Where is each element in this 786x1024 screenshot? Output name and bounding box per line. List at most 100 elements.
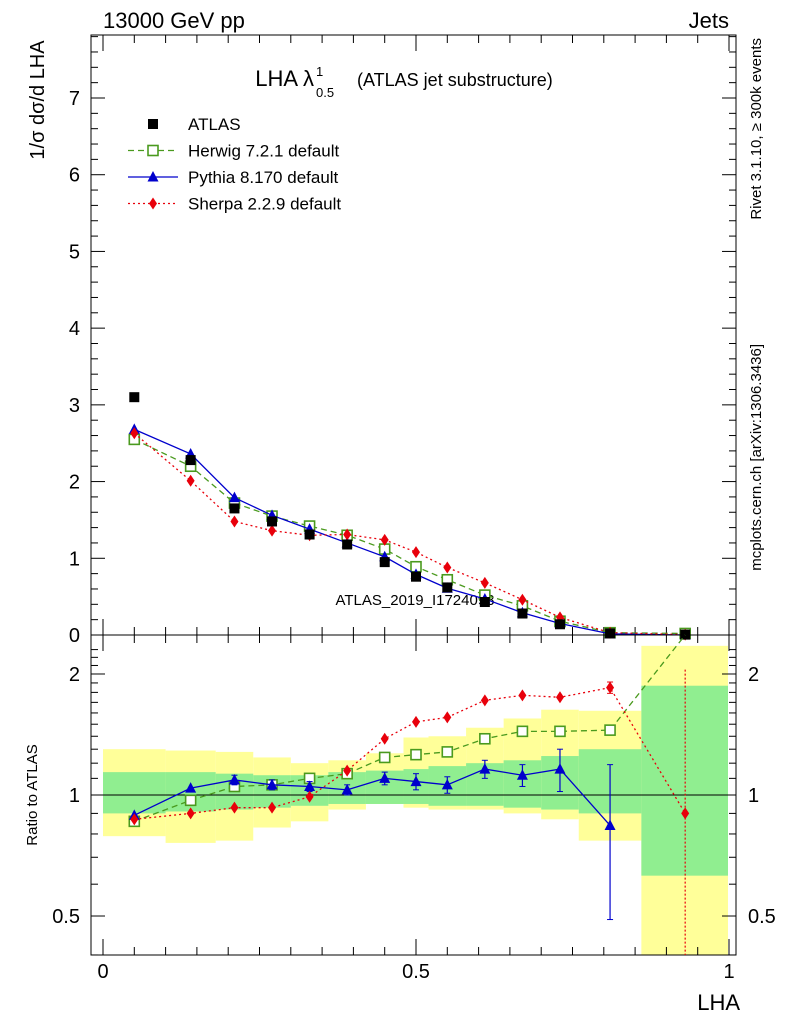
legend: ATLAS Herwig 7.2.1 default Pythia 8.170 de…: [128, 115, 341, 214]
point-sherpa: [412, 546, 420, 559]
ratio-point-pythia: [479, 763, 491, 774]
point-atlas: [411, 571, 421, 582]
ratio-point-pythia: [304, 780, 316, 791]
ratio-ytick-label-right: 0.5: [748, 906, 776, 928]
series-line-herwig: [134, 438, 686, 635]
ratio-point-herwig: [410, 748, 422, 761]
main-ylabel: 1/σ dσ/d LHA: [27, 40, 49, 160]
ratio-ytick-label: 2: [69, 664, 80, 686]
xtick-label: 0.5: [402, 961, 430, 983]
main-ytick-label: 3: [69, 395, 80, 417]
ratio-point-sherpa: [305, 790, 314, 803]
ratio-point-sherpa: [412, 715, 420, 728]
main-title-sup: 1: [316, 64, 323, 79]
main-panel: 0 1 2 3 4 5 6 7 ATLAS_2019_I1724098 LHA λ 1 0.5…: [27, 34, 737, 647]
ratio-point-sherpa: [380, 732, 389, 745]
point-atlas: [185, 455, 196, 466]
legend-item-pythia: Pythia 8.170 default: [128, 168, 339, 187]
point-atlas: [304, 529, 315, 540]
ratio-point-pythia: [410, 775, 422, 787]
ratio-point-sherpa: [606, 681, 615, 694]
legend-item-herwig: Herwig 7.2.1 default: [128, 142, 339, 161]
legend-label: Herwig 7.2.1 default: [188, 142, 339, 161]
legend-marker: [147, 171, 159, 182]
point-atlas: [342, 539, 353, 550]
ratio-point-sherpa: [186, 807, 195, 820]
ratio-point-herwig: [184, 794, 197, 807]
main-ytick-label: 4: [69, 318, 80, 340]
point-pythia: [228, 491, 240, 503]
header-left: 13000 GeV pp: [103, 8, 245, 33]
ratio-point-sherpa: [443, 711, 452, 724]
legend-item-atlas: ATLAS: [148, 115, 241, 134]
ratio-line-sherpa: [134, 686, 686, 820]
point-atlas: [479, 597, 490, 608]
point-sherpa: [518, 593, 527, 606]
legend-label: Sherpa 2.2.9 default: [188, 195, 341, 214]
header-right: Jets: [689, 8, 729, 33]
ratio-ytick-label-right: 1: [748, 785, 759, 807]
ratio-ylabel: Ratio to ATLAS: [24, 744, 41, 845]
legend-marker: [147, 144, 159, 157]
legend-label: Pythia 8.170 default: [188, 168, 339, 187]
point-sherpa: [480, 576, 489, 589]
legend-label: ATLAS: [188, 115, 241, 134]
point-atlas: [554, 619, 565, 630]
ratio-line-herwig: [134, 634, 686, 822]
ratio-point-herwig: [516, 725, 529, 738]
point-atlas: [229, 503, 240, 514]
x-tick-labels: 0 0.5 1: [97, 961, 734, 983]
point-sherpa: [380, 533, 389, 546]
main-title-sub: 0.5: [316, 85, 334, 100]
ratio-point-sherpa: [343, 764, 352, 777]
side-label-mcplots: mcplots.cern.ch [arXiv:1306.3436]: [748, 344, 765, 571]
point-atlas: [442, 582, 453, 593]
ratio-series-sherpa: [130, 669, 690, 955]
series-line-pythia: [134, 428, 686, 636]
ratio-point-pythia: [441, 778, 453, 790]
xtick-label: 0: [97, 961, 108, 983]
ratio-point-sherpa: [555, 691, 564, 704]
point-sherpa: [230, 515, 239, 528]
ratio-point-sherpa: [268, 801, 277, 814]
legend-item-sherpa: Sherpa 2.2.9 default: [128, 195, 341, 214]
point-sherpa: [443, 561, 452, 574]
main-ytick-label: 5: [69, 241, 80, 263]
ratio-point-pythia: [185, 782, 197, 793]
point-atlas: [605, 628, 616, 639]
main-title-suffix: (ATLAS jet substructure): [357, 70, 553, 90]
side-label-rivet: Rivet 3.1.10, ≥ 300k events: [748, 38, 765, 220]
main-series-group: [128, 392, 691, 641]
main-ytick-label: 7: [69, 88, 80, 110]
series-line-sherpa: [133, 432, 686, 636]
ratio-series-pythia: [128, 748, 616, 921]
main-y-axis-label: 1/σ dσ/d LHA: [27, 40, 49, 160]
point-atlas: [267, 516, 278, 527]
ratio-point-sherpa: [681, 807, 690, 820]
ratio-point-sherpa: [518, 689, 527, 702]
point-sherpa: [130, 427, 139, 440]
ratio-series-group: [128, 634, 690, 955]
ratio-point-sherpa: [230, 801, 239, 814]
x-axis-label: LHA: [697, 990, 740, 1015]
point-sherpa: [186, 474, 195, 487]
ratio-point-sherpa: [480, 694, 489, 707]
ratio-point-herwig: [441, 746, 454, 758]
ratio-point-herwig: [604, 724, 616, 736]
ratio-ytick-label: 0.5: [52, 906, 80, 928]
main-ytick-label: 6: [69, 165, 80, 187]
main-title-text: LHA λ: [255, 66, 314, 91]
xtick-label: 1: [723, 961, 734, 983]
point-atlas: [517, 608, 528, 619]
main-ytick-label: 1: [69, 548, 80, 570]
main-ytick-label: 0: [69, 625, 80, 647]
main-title: LHA λ 1 0.5 (ATLAS jet substructure): [255, 64, 552, 100]
point-atlas: [129, 392, 140, 403]
ratio-y-tick-labels: 0.5 0.5 1 1 2 2: [52, 664, 776, 928]
ratio-point-pythia: [341, 783, 353, 795]
ratio-point-pythia: [266, 778, 278, 790]
ratio-point-herwig: [378, 751, 391, 764]
main-watermark: ATLAS_2019_I1724098: [335, 592, 494, 609]
ratio-point-sherpa: [130, 813, 139, 826]
